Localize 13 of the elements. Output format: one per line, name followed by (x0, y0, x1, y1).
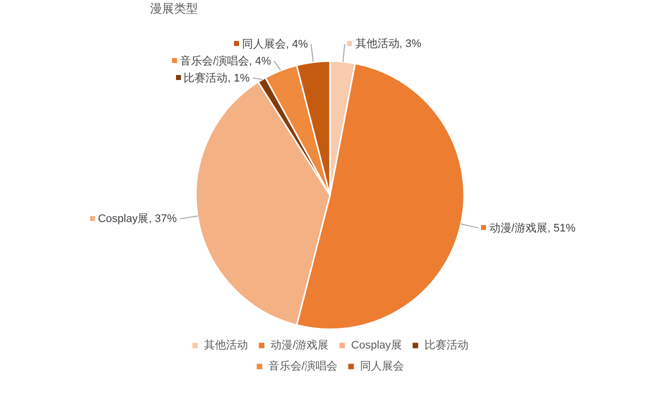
legend-label: 同人展会 (360, 360, 404, 373)
legend-label: Cosplay展 (351, 340, 402, 352)
data-label: 其他活动, 3% (355, 36, 422, 50)
legend-label: 动漫/游戏展 (270, 338, 329, 352)
legend-label: 音乐会/演唱会 (268, 360, 338, 373)
data-label: 动漫/游戏展, 51% (489, 221, 576, 234)
legend-label: 比赛活动 (424, 338, 468, 352)
data-label: 音乐会/演唱会, 4% (180, 54, 272, 68)
data-label: 同人展会, 4% (242, 38, 308, 50)
chart-title: 漫展类型 (150, 2, 198, 16)
data-label: 比赛活动, 1% (184, 71, 250, 84)
data-label: Cosplay展, 37% (98, 213, 178, 226)
legend-label: 其他活动 (204, 338, 248, 352)
